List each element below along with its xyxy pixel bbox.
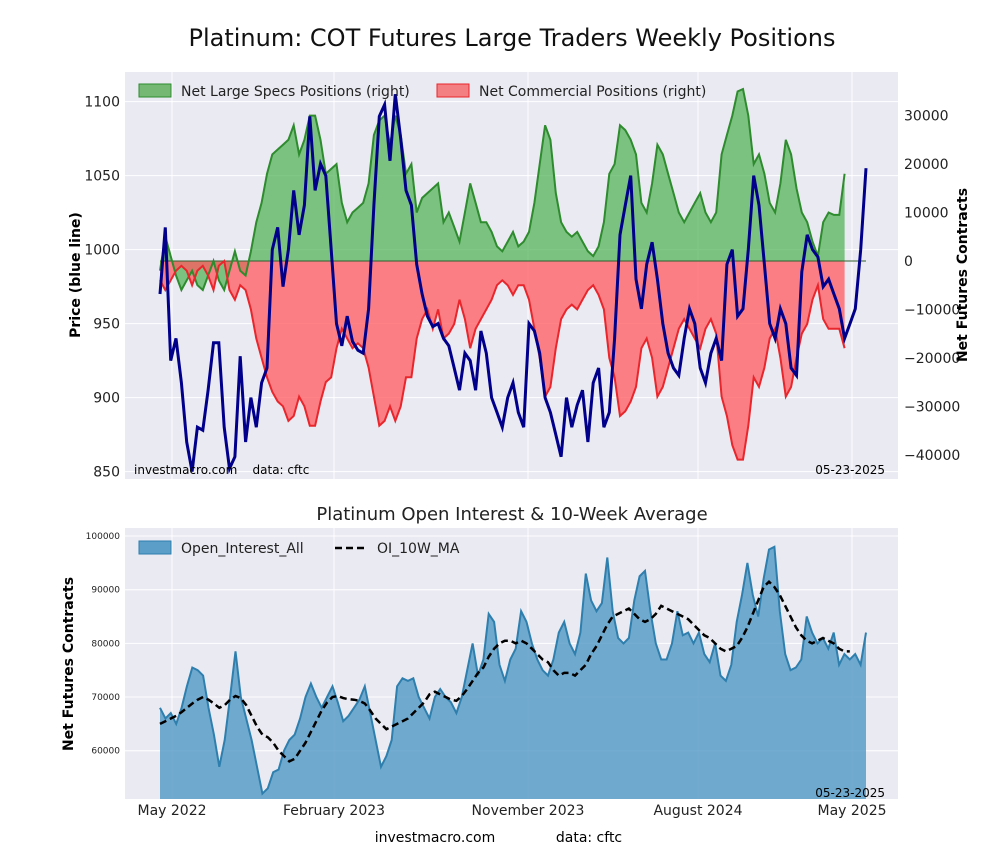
bottom-y-axis-label: Net Futures Contracts <box>61 577 77 751</box>
top-legend: Net Large Specs Positions (right) Net Co… <box>138 83 706 100</box>
bottom-x-tick-1: February 2023 <box>283 803 385 819</box>
bottom-y-tick-2: 80000 <box>91 639 120 649</box>
bottom-x-tick-labels: May 2022 February 2023 November 2023 August… <box>137 803 886 819</box>
bottom-x-tick-4: May 2025 <box>817 803 886 819</box>
legend-swatch-specs <box>138 83 172 98</box>
top-right-tick-4: 0 <box>904 254 913 270</box>
bottom-y-tick-4: 100000 <box>86 532 121 542</box>
oi-10w-ma-line <box>159 579 850 763</box>
top-left-tick-5: 1100 <box>84 95 120 111</box>
top-right-axis-label: Net Futures Contracts <box>955 188 971 362</box>
top-series-lines <box>158 87 868 474</box>
legend-swatch-oi <box>138 540 172 555</box>
bottom-y-tick-1: 70000 <box>91 693 120 703</box>
bottom-areas <box>159 545 867 799</box>
bottom-y-tick-3: 90000 <box>91 586 120 596</box>
bottom-x-tick-2: November 2023 <box>472 803 585 819</box>
footer-source: investmacro.com <box>375 830 495 846</box>
net-comm-area <box>160 260 845 460</box>
open-interest-line <box>159 545 867 796</box>
top-left-tick-1: 900 <box>93 391 120 407</box>
bottom-legend: Open_Interest_All OI_10W_MA <box>138 540 460 557</box>
top-chart: 850 900 950 1000 1050 1100 −40000 −30000 −20000… <box>68 72 971 481</box>
top-right-tick-7: 30000 <box>904 109 949 125</box>
top-left-tick-0: 850 <box>93 465 120 481</box>
legend-label-specs: Net Large Specs Positions (right) <box>181 84 410 100</box>
top-right-tick-0: −40000 <box>904 448 960 464</box>
bottom-chart: 60000 70000 80000 90000 100000 May 2022 Febru… <box>61 528 898 819</box>
top-watermark: investmacro.com data: cftc <box>134 463 309 477</box>
net-specs-line <box>159 87 846 293</box>
legend-label-comm: Net Commercial Positions (right) <box>479 84 706 100</box>
top-right-tick-labels: −40000 −30000 −20000 −10000 0 10000 20000 30000 <box>904 109 960 464</box>
bottom-x-tick-3: August 2024 <box>653 803 742 819</box>
bottom-date-label: 05-23-2025 <box>815 786 885 800</box>
top-right-tick-3: −10000 <box>904 302 960 318</box>
top-left-axis-label: Price (blue line) <box>68 212 84 338</box>
top-date-label: 05-23-2025 <box>815 463 885 477</box>
top-left-tick-labels: 850 900 950 1000 1050 1100 <box>84 95 120 481</box>
top-right-tick-5: 10000 <box>904 206 949 222</box>
top-right-tick-6: 20000 <box>904 157 949 173</box>
top-right-tick-2: −20000 <box>904 351 960 367</box>
price-line <box>158 94 868 474</box>
main-title: Platinum: COT Futures Large Traders Week… <box>188 24 835 52</box>
legend-label-oi: Open_Interest_All <box>181 541 304 557</box>
bottom-title: Platinum Open Interest & 10-Week Average <box>316 504 707 525</box>
bottom-x-tick-0: May 2022 <box>137 803 206 819</box>
net-comm-line <box>159 259 846 461</box>
legend-label-ma: OI_10W_MA <box>377 541 460 557</box>
open-interest-area <box>160 546 866 799</box>
top-right-tick-1: −30000 <box>904 399 960 415</box>
top-left-tick-2: 950 <box>93 317 120 333</box>
legend-swatch-comm <box>436 83 470 98</box>
top-left-tick-3: 1000 <box>84 243 120 259</box>
footer-data: data: cftc <box>556 830 622 846</box>
top-left-tick-4: 1050 <box>84 169 120 185</box>
bottom-y-tick-labels: 60000 70000 80000 90000 100000 <box>86 532 121 757</box>
bottom-y-tick-0: 60000 <box>91 747 120 757</box>
